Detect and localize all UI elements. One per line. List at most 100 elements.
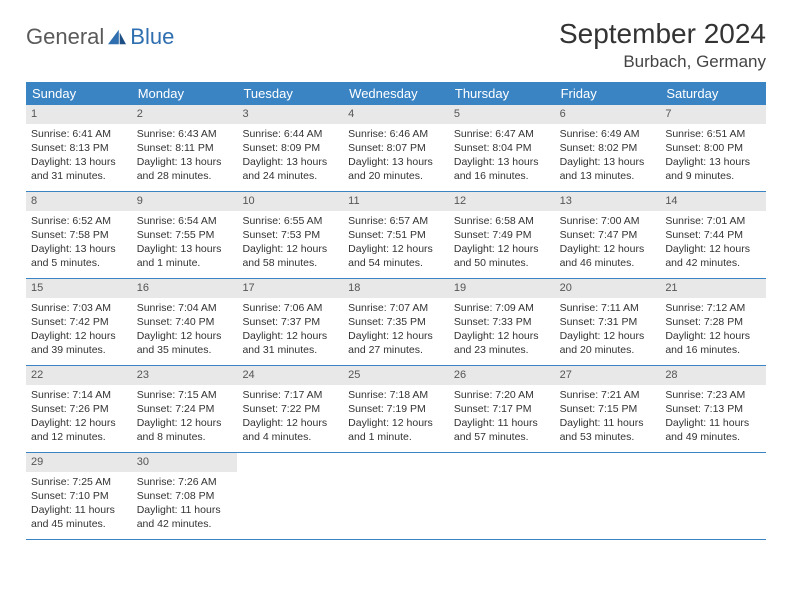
sunset-text: Sunset: 7:40 PM <box>137 315 233 329</box>
day-number: 5 <box>449 105 555 124</box>
daylight-text: Daylight: 11 hours <box>454 416 550 430</box>
sunset-text: Sunset: 7:17 PM <box>454 402 550 416</box>
sunrise-text: Sunrise: 6:44 AM <box>242 127 338 141</box>
day-cell: 3Sunrise: 6:44 AMSunset: 8:09 PMDaylight… <box>237 105 343 191</box>
weekday-header-row: SundayMondayTuesdayWednesdayThursdayFrid… <box>26 82 766 105</box>
logo-text-general: General <box>26 24 104 50</box>
day-body: Sunrise: 6:51 AMSunset: 8:00 PMDaylight:… <box>660 124 766 190</box>
day-number: 3 <box>237 105 343 124</box>
daylight-text: Daylight: 12 hours <box>137 416 233 430</box>
sunset-text: Sunset: 7:15 PM <box>560 402 656 416</box>
day-number: 16 <box>132 279 238 298</box>
daylight-text: Daylight: 12 hours <box>560 242 656 256</box>
sunrise-text: Sunrise: 7:04 AM <box>137 301 233 315</box>
day-number: 11 <box>343 192 449 211</box>
day-cell: 6Sunrise: 6:49 AMSunset: 8:02 PMDaylight… <box>555 105 661 191</box>
daylight-text: and 24 minutes. <box>242 169 338 183</box>
sunrise-text: Sunrise: 7:21 AM <box>560 388 656 402</box>
day-number: 4 <box>343 105 449 124</box>
sunrise-text: Sunrise: 7:23 AM <box>665 388 761 402</box>
day-cell: 30Sunrise: 7:26 AMSunset: 7:08 PMDayligh… <box>132 453 238 539</box>
day-body: Sunrise: 7:03 AMSunset: 7:42 PMDaylight:… <box>26 298 132 364</box>
sunrise-text: Sunrise: 7:00 AM <box>560 214 656 228</box>
daylight-text: Daylight: 13 hours <box>560 155 656 169</box>
sunrise-text: Sunrise: 7:09 AM <box>454 301 550 315</box>
day-body: Sunrise: 6:57 AMSunset: 7:51 PMDaylight:… <box>343 211 449 277</box>
day-body: Sunrise: 7:15 AMSunset: 7:24 PMDaylight:… <box>132 385 238 451</box>
sunrise-text: Sunrise: 7:26 AM <box>137 475 233 489</box>
sunrise-text: Sunrise: 7:20 AM <box>454 388 550 402</box>
day-cell: 8Sunrise: 6:52 AMSunset: 7:58 PMDaylight… <box>26 192 132 278</box>
sunset-text: Sunset: 7:24 PM <box>137 402 233 416</box>
day-cell: 24Sunrise: 7:17 AMSunset: 7:22 PMDayligh… <box>237 366 343 452</box>
sunset-text: Sunset: 8:02 PM <box>560 141 656 155</box>
logo: General Blue <box>26 18 174 50</box>
day-body: Sunrise: 7:00 AMSunset: 7:47 PMDaylight:… <box>555 211 661 277</box>
day-cell: 26Sunrise: 7:20 AMSunset: 7:17 PMDayligh… <box>449 366 555 452</box>
weekday-header: Saturday <box>660 82 766 105</box>
day-number: 30 <box>132 453 238 472</box>
day-cell: 9Sunrise: 6:54 AMSunset: 7:55 PMDaylight… <box>132 192 238 278</box>
week-row: 22Sunrise: 7:14 AMSunset: 7:26 PMDayligh… <box>26 366 766 453</box>
daylight-text: Daylight: 12 hours <box>454 329 550 343</box>
daylight-text: and 49 minutes. <box>665 430 761 444</box>
day-cell: 25Sunrise: 7:18 AMSunset: 7:19 PMDayligh… <box>343 366 449 452</box>
sunrise-text: Sunrise: 6:41 AM <box>31 127 127 141</box>
day-body: Sunrise: 7:18 AMSunset: 7:19 PMDaylight:… <box>343 385 449 451</box>
month-title: September 2024 <box>559 18 766 50</box>
day-cell: 19Sunrise: 7:09 AMSunset: 7:33 PMDayligh… <box>449 279 555 365</box>
day-body: Sunrise: 7:21 AMSunset: 7:15 PMDaylight:… <box>555 385 661 451</box>
day-number: 22 <box>26 366 132 385</box>
sunrise-text: Sunrise: 6:57 AM <box>348 214 444 228</box>
daylight-text: Daylight: 13 hours <box>31 242 127 256</box>
day-cell: 5Sunrise: 6:47 AMSunset: 8:04 PMDaylight… <box>449 105 555 191</box>
sunset-text: Sunset: 7:47 PM <box>560 228 656 242</box>
sunrise-text: Sunrise: 6:49 AM <box>560 127 656 141</box>
daylight-text: Daylight: 12 hours <box>242 416 338 430</box>
sunrise-text: Sunrise: 6:51 AM <box>665 127 761 141</box>
empty-day-cell <box>343 453 449 539</box>
location-label: Burbach, Germany <box>559 52 766 72</box>
daylight-text: Daylight: 12 hours <box>665 329 761 343</box>
sunrise-text: Sunrise: 7:14 AM <box>31 388 127 402</box>
empty-day-cell <box>660 453 766 539</box>
daylight-text: and 31 minutes. <box>31 169 127 183</box>
daylight-text: Daylight: 12 hours <box>665 242 761 256</box>
sunset-text: Sunset: 7:33 PM <box>454 315 550 329</box>
day-body: Sunrise: 7:17 AMSunset: 7:22 PMDaylight:… <box>237 385 343 451</box>
sunrise-text: Sunrise: 6:58 AM <box>454 214 550 228</box>
week-row: 15Sunrise: 7:03 AMSunset: 7:42 PMDayligh… <box>26 279 766 366</box>
daylight-text: and 13 minutes. <box>560 169 656 183</box>
day-body: Sunrise: 6:55 AMSunset: 7:53 PMDaylight:… <box>237 211 343 277</box>
sunset-text: Sunset: 7:37 PM <box>242 315 338 329</box>
day-cell: 17Sunrise: 7:06 AMSunset: 7:37 PMDayligh… <box>237 279 343 365</box>
daylight-text: and 50 minutes. <box>454 256 550 270</box>
sunrise-text: Sunrise: 6:43 AM <box>137 127 233 141</box>
day-number: 20 <box>555 279 661 298</box>
daylight-text: and 16 minutes. <box>454 169 550 183</box>
calendar-grid: SundayMondayTuesdayWednesdayThursdayFrid… <box>26 82 766 540</box>
day-body: Sunrise: 7:09 AMSunset: 7:33 PMDaylight:… <box>449 298 555 364</box>
day-body: Sunrise: 7:12 AMSunset: 7:28 PMDaylight:… <box>660 298 766 364</box>
weekday-header: Sunday <box>26 82 132 105</box>
weekday-header: Friday <box>555 82 661 105</box>
daylight-text: and 42 minutes. <box>137 517 233 531</box>
daylight-text: Daylight: 12 hours <box>31 416 127 430</box>
sunrise-text: Sunrise: 7:01 AM <box>665 214 761 228</box>
daylight-text: Daylight: 11 hours <box>31 503 127 517</box>
daylight-text: Daylight: 13 hours <box>454 155 550 169</box>
daylight-text: Daylight: 13 hours <box>137 155 233 169</box>
logo-sail-icon <box>106 28 128 46</box>
day-cell: 7Sunrise: 6:51 AMSunset: 8:00 PMDaylight… <box>660 105 766 191</box>
day-body: Sunrise: 6:47 AMSunset: 8:04 PMDaylight:… <box>449 124 555 190</box>
daylight-text: Daylight: 12 hours <box>454 242 550 256</box>
sunset-text: Sunset: 8:13 PM <box>31 141 127 155</box>
day-cell: 2Sunrise: 6:43 AMSunset: 8:11 PMDaylight… <box>132 105 238 191</box>
day-number: 1 <box>26 105 132 124</box>
day-cell: 18Sunrise: 7:07 AMSunset: 7:35 PMDayligh… <box>343 279 449 365</box>
day-cell: 12Sunrise: 6:58 AMSunset: 7:49 PMDayligh… <box>449 192 555 278</box>
daylight-text: and 54 minutes. <box>348 256 444 270</box>
sunset-text: Sunset: 7:53 PM <box>242 228 338 242</box>
daylight-text: Daylight: 12 hours <box>137 329 233 343</box>
week-row: 1 Sunrise: 6:41 AMSunset: 8:13 PM Daylight… <box>26 105 766 192</box>
